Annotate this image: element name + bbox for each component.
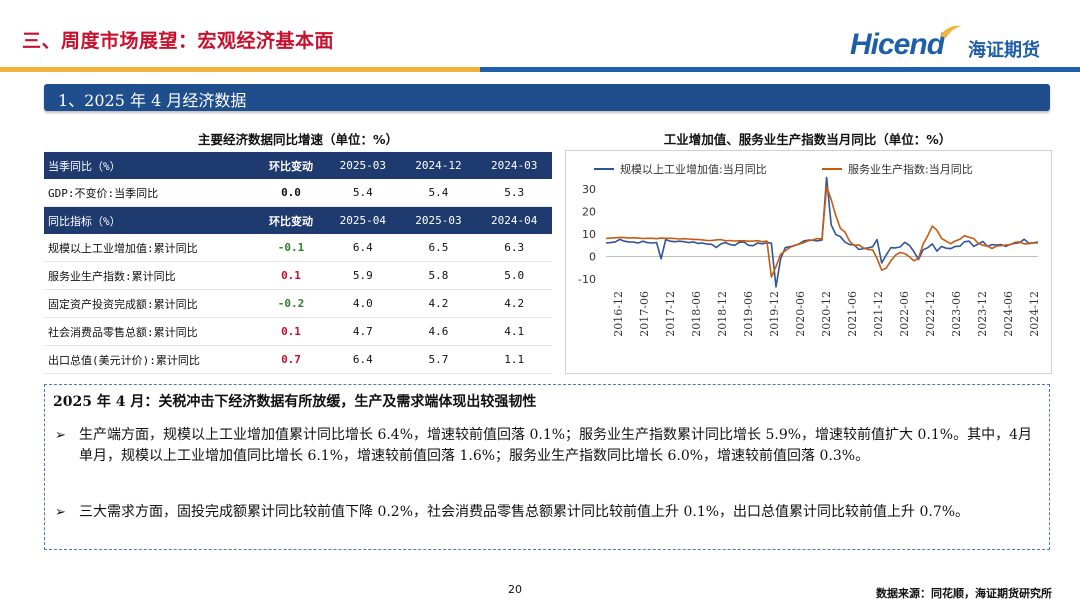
value-cell: 4.6 xyxy=(400,317,477,346)
x-tick-label: 2018-12 xyxy=(716,291,729,337)
value-cell: 6.4 xyxy=(325,234,401,262)
x-tick-label: 2021-12 xyxy=(872,291,885,337)
row-label: 固定资产投资完成额:累计同比 xyxy=(44,289,257,318)
value-cell: 5.4 xyxy=(325,179,401,207)
x-tick-label: 2018-06 xyxy=(690,291,703,337)
series-line xyxy=(605,176,1039,288)
header-cell: 当季同比（%） xyxy=(44,152,257,179)
value-cell: 6.4 xyxy=(325,345,401,374)
page-title: 三、周度市场展望：宏观经济基本面 xyxy=(22,30,335,52)
value-cell: 5.9 xyxy=(325,261,401,290)
value-cell: 5.4 xyxy=(400,179,477,207)
x-tick-label: 2022-06 xyxy=(898,291,911,337)
row-label: 出口总值(美元计价):累计同比 xyxy=(44,345,257,374)
table-row: 出口总值(美元计价):累计同比 0.7 6.4 5.7 1.1 xyxy=(44,345,552,374)
table-row: 社会消费品零售总额:累计同比 0.1 4.7 4.6 4.1 xyxy=(44,317,552,346)
arrow-bullet-icon: ➢ xyxy=(55,505,66,520)
table-header-row: 当季同比（%） 环比变动 2025-03 2024-12 2024-03 xyxy=(44,152,552,179)
value-cell: 5.8 xyxy=(400,261,477,290)
header-cell: 2025-04 xyxy=(325,206,401,234)
header-cell: 2024-12 xyxy=(400,152,477,179)
table-row: 固定资产投资完成额:累计同比 -0.2 4.0 4.2 4.2 xyxy=(44,289,552,318)
header-cell: 2025-03 xyxy=(325,152,401,179)
change-cell: 0.1 xyxy=(257,317,325,346)
y-tick-label: 30 xyxy=(582,183,596,196)
summary-box: 2025 年 4 月：关税冲击下经济数据有所放缓，生产及需求端体现出较强韧性 ➢… xyxy=(44,384,1050,550)
series-line xyxy=(605,185,1039,278)
line-chart: 规模以上工业增加值:当月同比 服务业生产指数:当月同比 -10 0 10 20 30 2016… xyxy=(565,150,1052,374)
summary-bullet-text: 三大需求方面，固投完成额累计同比较前值下降 0.2%，社会消费品零售总额累计同比… xyxy=(79,504,970,520)
logo-swoosh-icon xyxy=(940,25,962,38)
x-tick-label: 2020-12 xyxy=(820,291,833,337)
x-tick-label: 2016-12 xyxy=(612,291,625,337)
table-row: 服务业生产指数:累计同比 0.1 5.9 5.8 5.0 xyxy=(44,261,552,290)
arrow-bullet-icon: ➢ xyxy=(55,428,66,443)
x-tick-label: 2023-06 xyxy=(950,291,963,337)
page-number: 20 xyxy=(508,583,522,596)
summary-bullet: ➢ 三大需求方面，固投完成额累计同比较前值下降 0.2%，社会消费品零售总额累计… xyxy=(55,502,1039,523)
value-cell: 5.7 xyxy=(400,345,477,374)
x-tick-label: 2017-06 xyxy=(638,291,651,337)
x-tick-label: 2020-06 xyxy=(794,291,807,337)
y-tick-label: 0 xyxy=(589,251,596,264)
data-source: 数据来源：同花顺，海证期货研究所 xyxy=(876,587,1052,600)
value-cell: 4.0 xyxy=(325,289,401,318)
header-cell: 2024-03 xyxy=(476,152,552,179)
legend-label: 规模以上工业增加值:当月同比 xyxy=(620,162,767,176)
x-tick-label: 2019-12 xyxy=(768,291,781,337)
x-tick-label: 2024-06 xyxy=(1002,291,1015,337)
header-cell: 同比指标（%） xyxy=(44,206,257,234)
header-cell: 环比变动 xyxy=(257,206,325,234)
header-cell: 2025-03 xyxy=(400,206,477,234)
y-tick-label: 20 xyxy=(582,206,596,219)
value-cell: 5.0 xyxy=(476,261,552,290)
change-cell: 0.1 xyxy=(257,261,325,290)
header-divider-blue xyxy=(480,67,1080,72)
change-cell: -0.1 xyxy=(257,234,325,262)
change-cell: -0.2 xyxy=(257,289,325,318)
x-tick-label: 2021-06 xyxy=(846,291,859,337)
header-cell: 2024-04 xyxy=(476,206,552,234)
value-cell: 5.3 xyxy=(476,179,552,207)
row-label: GDP:不变价:当季同比 xyxy=(44,179,257,207)
table-row: 规模以上工业增加值:累计同比 -0.1 6.4 6.5 6.3 xyxy=(44,234,552,262)
x-tick-label: 2017-12 xyxy=(664,291,677,337)
section-header: 1、2025 年 4 月经济数据 xyxy=(44,84,1050,111)
table-row: GDP:不变价:当季同比 0.0 5.4 5.4 5.3 xyxy=(44,179,552,207)
value-cell: 4.7 xyxy=(325,317,401,346)
logo-chinese-name: 海证期货 xyxy=(968,40,1040,61)
row-label: 规模以上工业增加值:累计同比 xyxy=(44,234,257,262)
economic-data-table: 当季同比（%） 环比变动 2025-03 2024-12 2024-03 GDP:不变价:… xyxy=(44,152,552,374)
table-header-row: 同比指标（%） 环比变动 2025-04 2025-03 2024-04 xyxy=(44,206,552,234)
chart-svg: 规模以上工业增加值:当月同比 服务业生产指数:当月同比 -10 0 10 20 30 2016… xyxy=(578,162,1041,337)
table-title: 主要经济数据同比增速（单位：%） xyxy=(197,132,399,147)
value-cell: 1.1 xyxy=(476,345,552,374)
company-logo: Hicend 海证期货 xyxy=(850,22,1060,66)
summary-bullet: ➢ 生产端方面，规模以上工业增加值累计同比增长 6.4%，增速较前值回落 0.1… xyxy=(55,425,1039,467)
value-cell: 6.5 xyxy=(400,234,477,262)
value-cell: 6.3 xyxy=(476,234,552,262)
change-cell: 0.7 xyxy=(257,345,325,374)
value-cell: 4.2 xyxy=(400,289,477,318)
row-label: 服务业生产指数:累计同比 xyxy=(44,261,257,290)
header-divider-gold xyxy=(0,67,480,72)
summary-bullet-text: 生产端方面，规模以上工业增加值累计同比增长 6.4%，增速较前值回落 0.1%；… xyxy=(79,427,1032,464)
x-tick-label: 2019-06 xyxy=(742,291,755,337)
x-tick-label: 2024-12 xyxy=(1028,291,1041,337)
header-cell: 环比变动 xyxy=(257,152,325,179)
y-tick-label: 10 xyxy=(582,228,596,241)
summary-title: 2025 年 4 月：关税冲击下经济数据有所放缓，生产及需求端体现出较强韧性 xyxy=(53,394,537,410)
section-title: 1、2025 年 4 月经济数据 xyxy=(58,91,247,110)
legend-label: 服务业生产指数:当月同比 xyxy=(848,162,973,176)
chart-title: 工业增加值、服务业生产指数当月同比（单位：%） xyxy=(663,132,952,147)
value-cell: 4.1 xyxy=(476,317,552,346)
x-tick-label: 2022-12 xyxy=(924,291,937,337)
row-label: 社会消费品零售总额:累计同比 xyxy=(44,317,257,346)
y-tick-label: -10 xyxy=(578,273,596,286)
logo-wordmark: Hicend xyxy=(850,28,945,61)
value-cell: 4.2 xyxy=(476,289,552,318)
x-tick-label: 2023-12 xyxy=(976,291,989,337)
change-cell: 0.0 xyxy=(257,179,325,207)
